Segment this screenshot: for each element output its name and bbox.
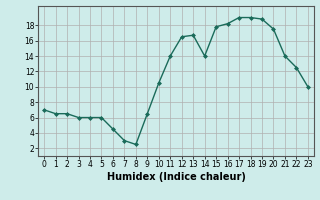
X-axis label: Humidex (Indice chaleur): Humidex (Indice chaleur) [107, 172, 245, 182]
